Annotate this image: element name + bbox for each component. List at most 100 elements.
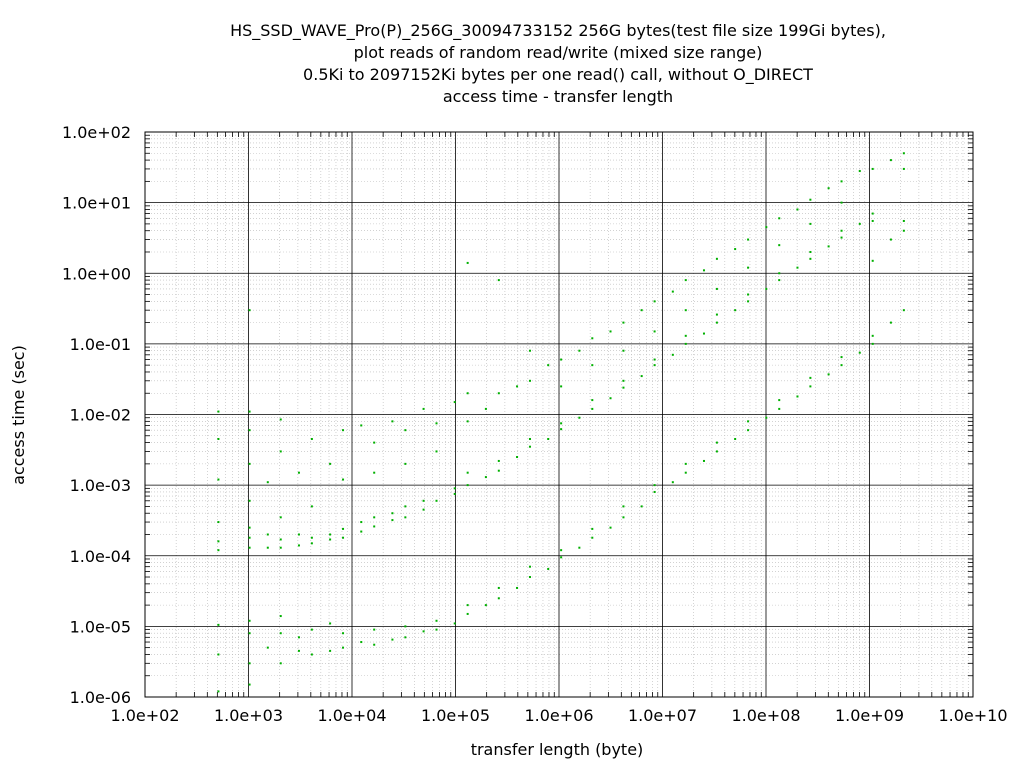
data-point [889, 159, 892, 162]
data-point [560, 549, 563, 552]
y-tick-label: 1.0e+01 [62, 194, 131, 213]
data-point [391, 420, 394, 423]
data-point [248, 662, 251, 665]
data-point [217, 690, 220, 693]
data-point [422, 630, 425, 633]
data-point [715, 450, 718, 453]
chart-title-line-3: 0.5Ki to 2097152Ki bytes per one read() … [303, 65, 813, 84]
data-point [622, 379, 625, 382]
data-point [840, 229, 843, 232]
data-point [778, 217, 781, 220]
data-point [266, 646, 269, 649]
data-point [329, 462, 332, 465]
data-point [497, 279, 500, 282]
data-point [640, 375, 643, 378]
data-point [671, 353, 674, 356]
data-point [297, 471, 300, 474]
data-point [609, 526, 612, 529]
data-point [671, 290, 674, 293]
data-point [466, 392, 469, 395]
data-point [453, 622, 456, 625]
data-point [391, 512, 394, 515]
data-point [715, 257, 718, 260]
data-point [715, 287, 718, 290]
data-point [310, 542, 313, 545]
data-point [591, 407, 594, 410]
data-point [217, 540, 220, 543]
major-gridlines [144, 131, 974, 698]
data-point [796, 208, 799, 211]
y-tick-label: 1.0e-03 [70, 476, 131, 495]
data-point [622, 386, 625, 389]
data-point [871, 334, 874, 337]
data-point [279, 418, 282, 421]
data-point [373, 441, 376, 444]
data-point [747, 300, 750, 303]
data-point [591, 527, 594, 530]
data-point [266, 481, 269, 484]
data-point [560, 422, 563, 425]
data-point [809, 250, 812, 253]
data-point [528, 349, 531, 352]
x-tick-label: 1.0e+09 [835, 706, 904, 725]
data-point [435, 499, 438, 502]
data-point [329, 649, 332, 652]
data-point [497, 597, 500, 600]
data-point [871, 212, 874, 215]
data-point [248, 429, 251, 432]
data-point [653, 484, 656, 487]
data-point [902, 309, 905, 312]
data-point [653, 300, 656, 303]
data-point [653, 490, 656, 493]
data-point [422, 499, 425, 502]
data-point [329, 622, 332, 625]
data-point [217, 549, 220, 552]
data-point [297, 544, 300, 547]
data-point [310, 653, 313, 656]
data-point [342, 536, 345, 539]
data-point [858, 351, 861, 354]
data-points [217, 152, 905, 693]
data-point [684, 471, 687, 474]
data-point [360, 641, 363, 644]
data-point [902, 229, 905, 232]
data-point [217, 437, 220, 440]
data-point [404, 505, 407, 508]
y-tick-label: 1.0e-06 [70, 688, 131, 707]
y-tick-label: 1.0e+02 [62, 123, 131, 142]
chart-title-line-1: HS_SSD_WAVE_Pro(P)_256G_30094733152 256G… [230, 21, 886, 40]
data-point [622, 516, 625, 519]
data-point [547, 437, 550, 440]
data-point [871, 342, 874, 345]
data-point [466, 471, 469, 474]
data-point [453, 401, 456, 404]
x-tick-label: 1.0e+06 [524, 706, 593, 725]
data-point [528, 565, 531, 568]
data-point [248, 619, 251, 622]
data-point [342, 646, 345, 649]
data-point [858, 170, 861, 173]
data-point [217, 521, 220, 524]
data-point [404, 625, 407, 628]
data-point [778, 407, 781, 410]
data-point [902, 152, 905, 155]
data-point [217, 410, 220, 413]
data-point [466, 420, 469, 423]
data-point [702, 332, 705, 335]
data-point [329, 533, 332, 536]
y-tick-label: 1.0e-01 [70, 335, 131, 354]
x-tick-label: 1.0e+04 [317, 706, 386, 725]
data-point [422, 407, 425, 410]
data-point [404, 429, 407, 432]
y-tick-label: 1.0e+00 [62, 264, 131, 283]
data-point [248, 536, 251, 539]
data-point [404, 462, 407, 465]
data-point [778, 279, 781, 282]
data-point [560, 428, 563, 431]
data-point [747, 293, 750, 296]
data-point [578, 546, 581, 549]
data-point [902, 219, 905, 222]
data-point [248, 410, 251, 413]
data-point [840, 364, 843, 367]
data-point [827, 187, 830, 190]
